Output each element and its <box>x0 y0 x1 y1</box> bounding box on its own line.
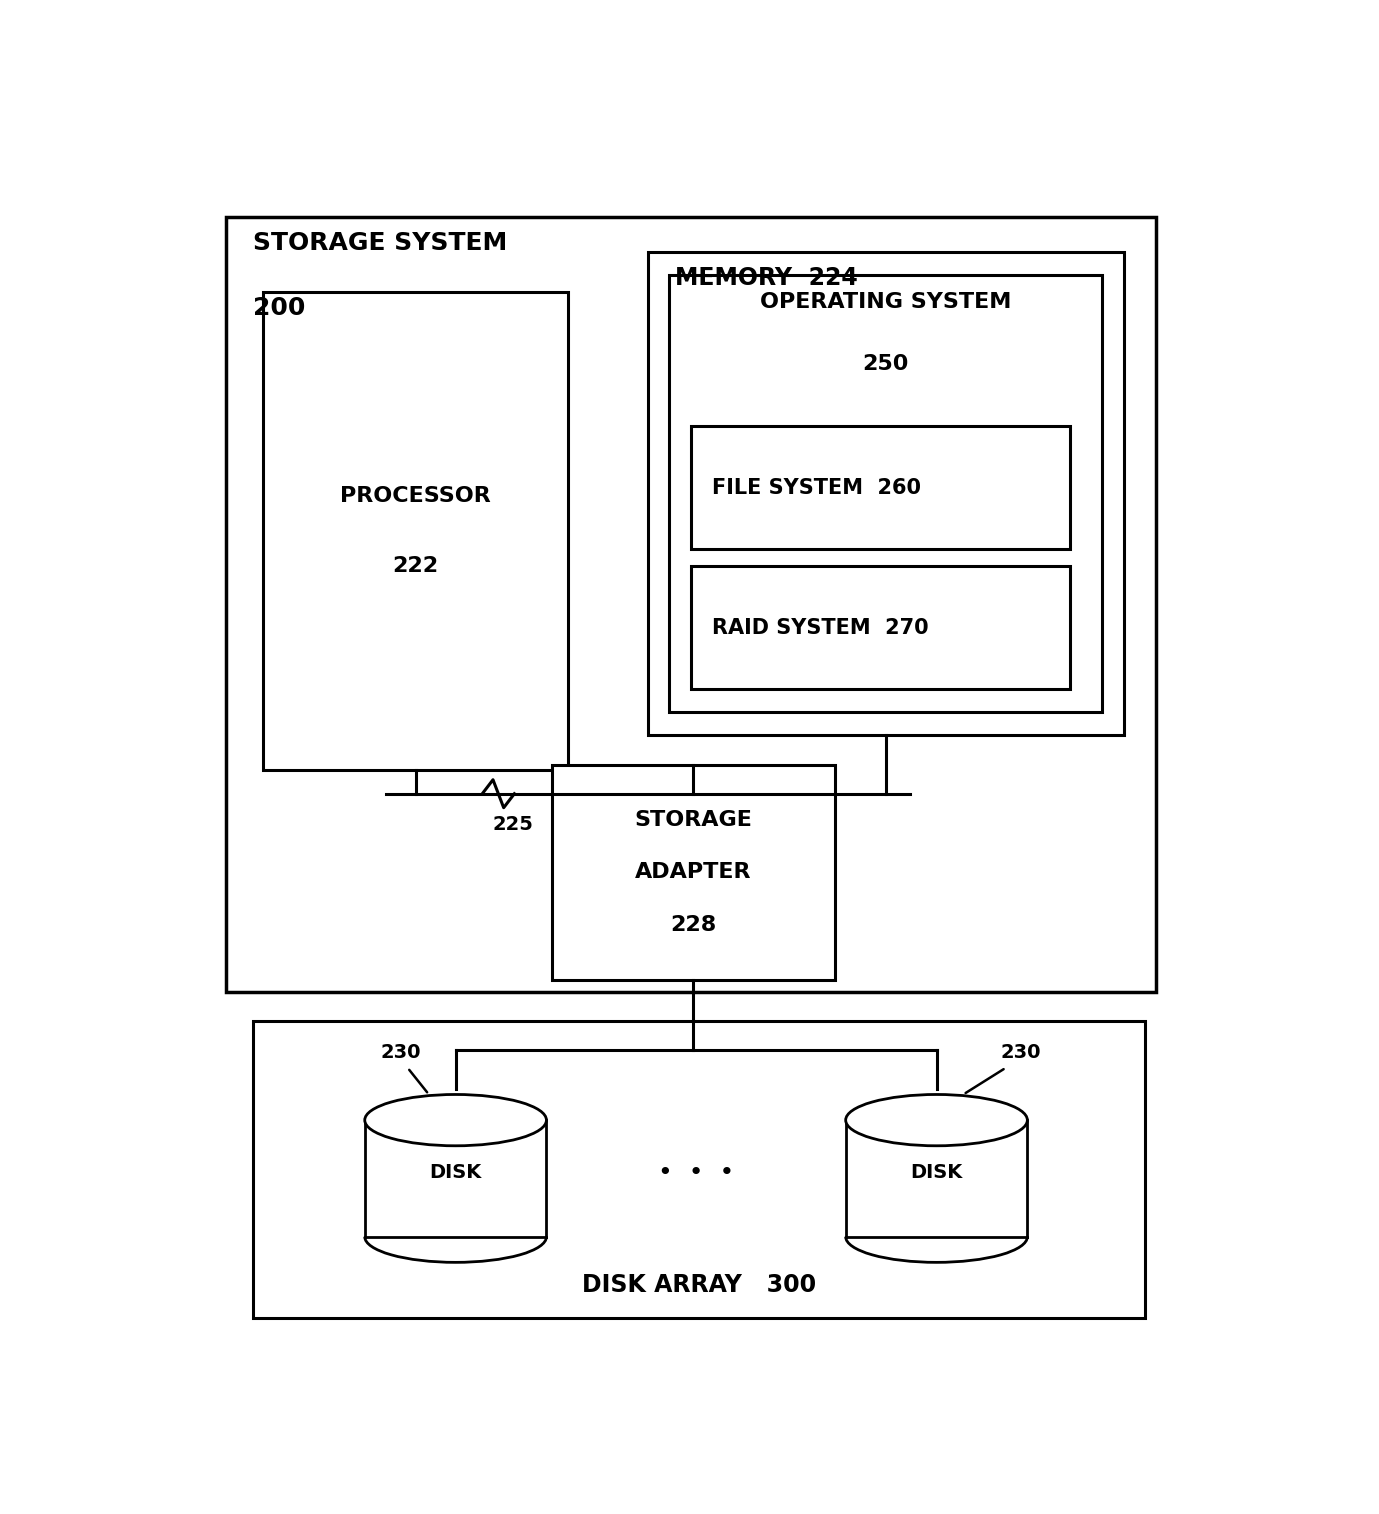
Text: 230: 230 <box>381 1043 421 1061</box>
Text: ADAPTER: ADAPTER <box>636 863 752 883</box>
Text: PROCESSOR: PROCESSOR <box>341 486 491 507</box>
Text: 225: 225 <box>494 815 534 834</box>
Text: STORAGE SYSTEM: STORAGE SYSTEM <box>252 230 506 254</box>
Text: DISK ARRAY   300: DISK ARRAY 300 <box>582 1273 816 1297</box>
Text: 230: 230 <box>1001 1043 1041 1061</box>
Text: DISK: DISK <box>429 1163 481 1182</box>
Bar <box>669 276 1102 712</box>
Text: FILE SYSTEM  260: FILE SYSTEM 260 <box>712 478 921 498</box>
Bar <box>263 292 568 771</box>
Text: 200: 200 <box>252 295 305 319</box>
Bar <box>226 217 1156 992</box>
Ellipse shape <box>365 1095 546 1146</box>
Text: STORAGE: STORAGE <box>634 810 753 830</box>
Text: DISK: DISK <box>910 1163 963 1182</box>
Text: 250: 250 <box>862 354 909 374</box>
Bar <box>552 765 836 980</box>
Bar <box>648 251 1124 736</box>
Ellipse shape <box>845 1095 1027 1146</box>
Text: •  •  •: • • • <box>658 1161 734 1184</box>
Text: 222: 222 <box>393 556 439 577</box>
Text: OPERATING SYSTEM: OPERATING SYSTEM <box>760 292 1011 312</box>
Text: 228: 228 <box>670 914 717 934</box>
Text: MEMORY  224: MEMORY 224 <box>674 265 858 289</box>
Bar <box>691 566 1070 689</box>
Bar <box>252 1020 1145 1319</box>
Bar <box>691 427 1070 550</box>
Bar <box>845 1120 1027 1237</box>
Bar <box>364 1120 546 1237</box>
Text: RAID SYSTEM  270: RAID SYSTEM 270 <box>712 618 928 637</box>
